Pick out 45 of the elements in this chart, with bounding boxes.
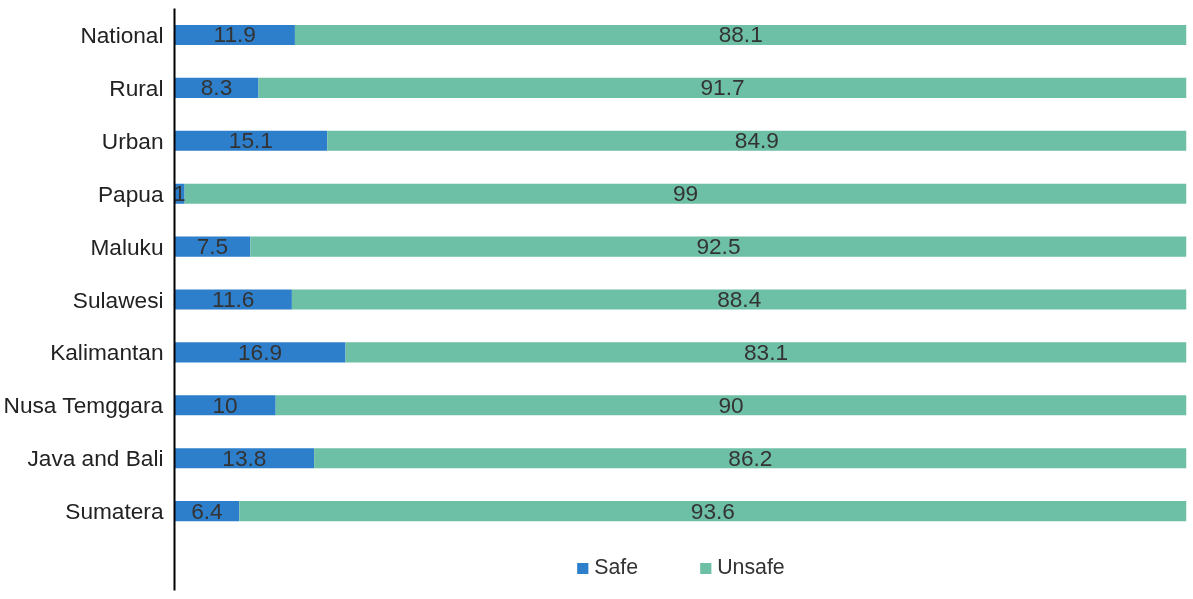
y-tick-label: National [80, 21, 164, 48]
data-label: 16.9 [237, 338, 283, 365]
bar [239, 501, 1187, 522]
y-tick-label: Java and Bali [27, 445, 164, 472]
bar [275, 395, 1187, 416]
y-tick-label: Kalimantan [50, 339, 164, 366]
data-label: 88.1 [718, 21, 763, 48]
bar [345, 342, 1187, 363]
data-label: 88.4 [717, 286, 762, 312]
y-tick-label: Sulawesi [72, 286, 164, 313]
data-label: 11.6 [211, 286, 255, 312]
data-label: 86.2 [728, 444, 773, 471]
bar [294, 24, 1187, 46]
data-label: 10 [212, 391, 238, 418]
y-tick-label: Maluku [90, 233, 164, 260]
legend-label: Safe [594, 555, 639, 580]
bar [174, 130, 328, 151]
bar [174, 289, 292, 310]
data-label: 91.7 [700, 74, 745, 101]
bar [184, 183, 1187, 204]
data-label: 6.4 [191, 497, 223, 524]
bar [314, 448, 1187, 469]
bar [174, 342, 346, 363]
data-label: 99 [672, 180, 699, 207]
y-tick-label: Papua [97, 180, 164, 207]
data-label: 8.3 [200, 74, 233, 101]
bar [258, 77, 1187, 98]
bar [250, 236, 1187, 257]
y-tick-label: Rural [109, 74, 164, 101]
bar [327, 130, 1187, 151]
data-label: 11.9 [213, 21, 256, 48]
data-label: 84.9 [734, 127, 779, 154]
data-label: 92.5 [696, 233, 741, 260]
bar [291, 289, 1187, 310]
data-label: 83.1 [743, 338, 789, 365]
data-label: 90 [718, 391, 744, 418]
data-label: 7.5 [196, 233, 229, 260]
data-label: 93.6 [690, 497, 735, 524]
y-tick-label: Sumatera [65, 498, 164, 525]
y-tick-label: Urban [101, 127, 164, 154]
data-label: 13.8 [222, 444, 267, 471]
legend-label: Unsafe [717, 555, 785, 580]
y-tick-label: Nusa Temggara [3, 392, 164, 419]
data-label: 15.1 [228, 127, 273, 154]
bar [174, 395, 276, 416]
